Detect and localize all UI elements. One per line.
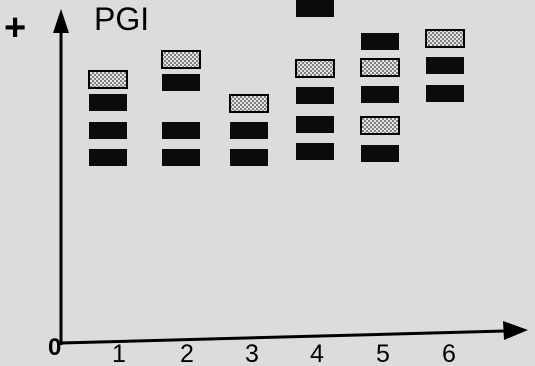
dense-band-lane-5 <box>361 145 399 162</box>
light-band-lane-2 <box>161 50 201 69</box>
dense-band-lane-3 <box>230 122 268 139</box>
y-axis-arrowhead <box>53 9 69 33</box>
dense-band-lane-4 <box>296 87 334 104</box>
y-axis <box>53 9 69 345</box>
dense-band-lane-5 <box>361 86 399 103</box>
lane-label-6: 6 <box>442 340 456 366</box>
dense-band-lane-1 <box>89 94 127 111</box>
lane-6: 6 <box>425 29 465 366</box>
lane-4: 4 <box>295 0 335 366</box>
dense-band-lane-6 <box>426 85 464 102</box>
dense-band-lane-1 <box>89 122 127 139</box>
dense-band-lane-5 <box>361 33 399 50</box>
dense-band-lane-4 <box>296 116 334 133</box>
lane-3: 3 <box>229 94 269 366</box>
light-band-lane-6 <box>425 29 465 48</box>
dense-band-lane-6 <box>426 57 464 74</box>
lane-label-3: 3 <box>245 340 259 366</box>
dense-band-lane-2 <box>162 74 200 91</box>
light-band-lane-4 <box>295 59 335 78</box>
plus-sign: + <box>4 7 26 49</box>
light-band-lane-3 <box>229 94 269 113</box>
x-axis-arrowhead <box>503 321 528 340</box>
dense-band-lane-2 <box>162 149 200 166</box>
x-axis <box>60 321 528 345</box>
dense-band-lane-2 <box>162 122 200 139</box>
lane-label-5: 5 <box>376 340 390 366</box>
dense-band-lane-4 <box>296 0 334 17</box>
origin-label: 0 <box>48 334 61 361</box>
axis-title-pgi: PGI <box>94 1 149 37</box>
lane-label-4: 4 <box>310 340 324 366</box>
light-band-lane-5 <box>360 58 400 77</box>
dense-band-lane-4 <box>296 143 334 160</box>
lane-label-1: 1 <box>112 340 126 366</box>
lane-2: 2 <box>161 50 201 366</box>
light-band-lane-5 <box>360 116 400 135</box>
lane-5: 5 <box>360 33 400 366</box>
dense-band-lane-3 <box>230 149 268 166</box>
lanes: 1 2 3 4 5 6 <box>88 0 465 366</box>
lane-1: 1 <box>88 70 128 366</box>
light-band-lane-1 <box>88 70 128 89</box>
dense-band-lane-1 <box>89 149 127 166</box>
lane-label-2: 2 <box>180 340 194 366</box>
